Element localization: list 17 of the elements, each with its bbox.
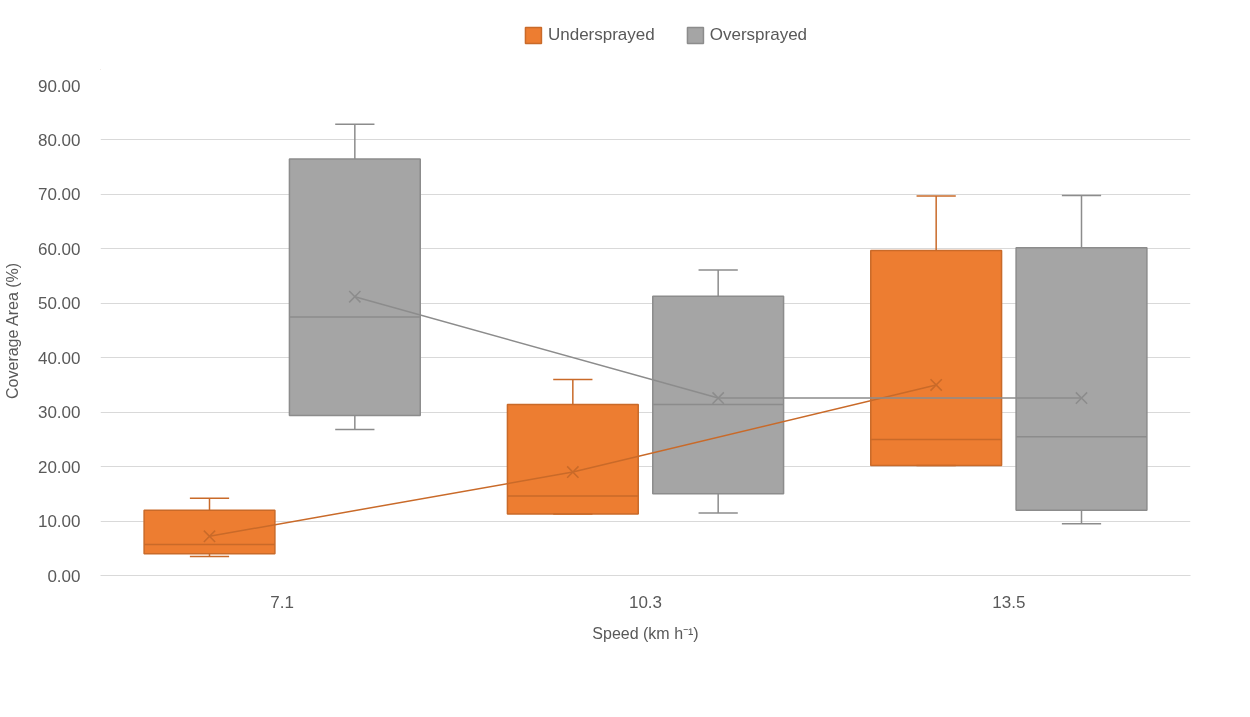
y-axis-title: Coverage Area (%) bbox=[3, 262, 21, 399]
y-tick-label: 20.00 bbox=[37, 457, 81, 477]
y-tick-label: 70.00 bbox=[37, 185, 81, 205]
y-tick-label: 60.00 bbox=[37, 239, 81, 259]
x-tick-label: 7.1 bbox=[270, 592, 294, 612]
y-tick-label: 40.00 bbox=[37, 348, 81, 368]
x-tick-label: 13.5 bbox=[992, 592, 1026, 612]
y-tick-label: 50.00 bbox=[37, 294, 81, 314]
y-tick-label: 0.00 bbox=[47, 566, 81, 586]
y-tick-label: 80.00 bbox=[37, 130, 81, 150]
y-tick-label: 30.00 bbox=[37, 403, 81, 423]
x-tick-label: 10.3 bbox=[628, 592, 663, 612]
y-tick-label: 90.00 bbox=[37, 76, 81, 96]
legend-label: Undersprayed bbox=[547, 25, 655, 45]
y-tick-label: 10.00 bbox=[37, 512, 81, 532]
x-axis-title: Speed (km h⁻¹) bbox=[592, 624, 699, 642]
legend-label: Oversprayed bbox=[709, 25, 808, 45]
